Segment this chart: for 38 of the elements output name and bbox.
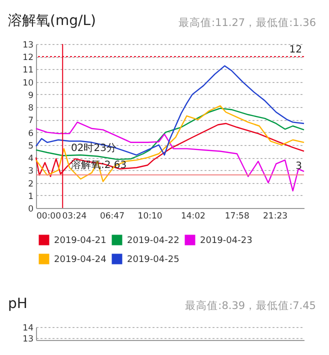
x-tick-label: 00:00 [36,212,61,222]
y-tick-label: 14 [22,324,34,334]
legend-label: 2019-04-22 [127,236,180,246]
y-tick-label: 6 [28,128,34,139]
y-tick-label: 13 [22,40,34,50]
chart-title: pH [8,296,28,312]
line-series [35,108,305,160]
ref-line-label: 12 [289,44,302,56]
chart-title: 溶解氧(mg/L) [8,13,96,29]
y-tick-label: 10 [22,78,34,88]
y-tick-label: 8 [28,104,34,114]
y-tick-label: 7 [28,116,34,126]
y-tick-label: 11 [22,66,34,76]
x-tick-label: 17:58 [224,212,250,222]
x-tick-label: 06:47 [100,212,124,222]
x-tick-label: 10:10 [138,212,162,222]
legend-label: 2019-04-24 [54,255,107,265]
legend-label: 2019-04-21 [54,236,106,246]
line-series [35,105,305,182]
x-tick-label: 14:02 [180,212,206,222]
legend-label: 2019-04-23 [200,236,252,246]
y-tick-label: 5 [28,141,34,152]
y-tick-label: 2 [28,179,34,190]
line-series [35,122,305,192]
y-tick-label: 1 [28,192,34,202]
chart-subtitle: 最高值:8.39，最低值:7.45 [185,299,316,312]
y-tick-label: 13 [22,334,34,344]
chart-subtitle: 最高值:11.27，最低值:1.36 [178,16,316,29]
legend-label: 2019-04-25 [127,255,180,265]
y-tick-label: 9 [28,90,34,101]
y-tick-label: 3 [28,166,34,177]
y-tick-label: 0 [28,204,34,214]
x-tick-label: 03:24 [62,212,87,222]
annotation: 3 [296,161,302,172]
y-tick-label: 12 [22,53,34,64]
x-tick-label: 21:23 [263,212,288,222]
line-series [35,65,305,156]
y-tick-label: 4 [28,154,34,164]
